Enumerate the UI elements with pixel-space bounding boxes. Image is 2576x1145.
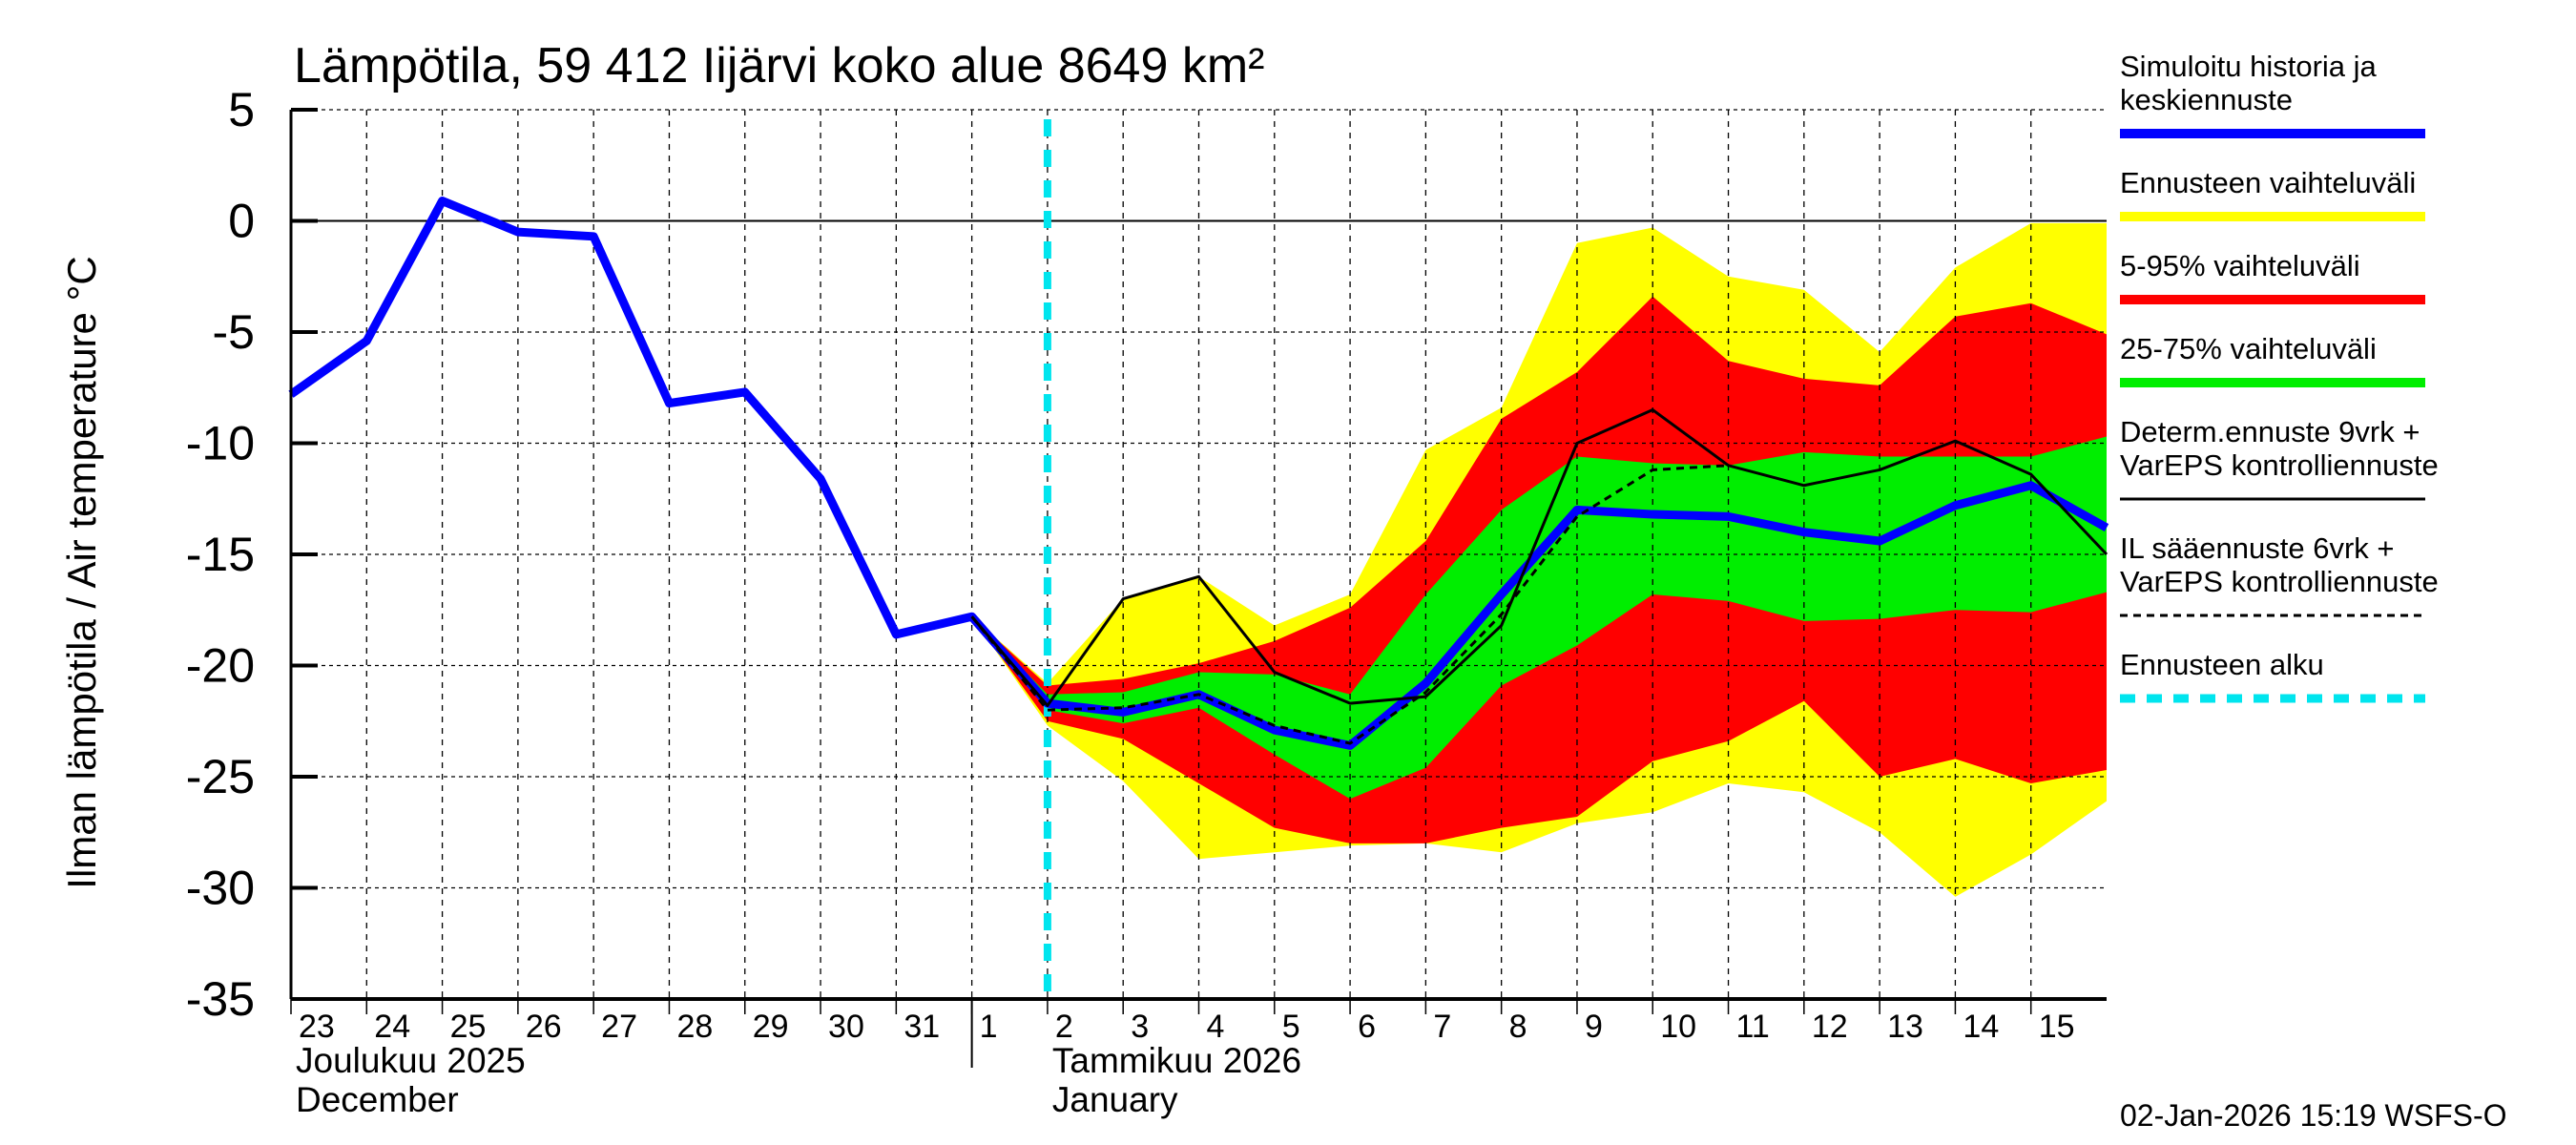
legend-label: Simuloitu historia ja bbox=[2120, 50, 2378, 83]
chart-title: Lämpötila, 59 412 Iijärvi koko alue 8649… bbox=[294, 38, 1264, 94]
legend-label: keskiennuste bbox=[2120, 83, 2293, 116]
x-tick-label: 28 bbox=[676, 1009, 713, 1045]
footer-timestamp: 02-Jan-2026 15:19 WSFS-O bbox=[2120, 1098, 2507, 1133]
y-axis-label: Ilman lämpötila / Air temperature °C bbox=[59, 256, 104, 888]
x-tick-label: 14 bbox=[1963, 1009, 1999, 1045]
x-tick-label: 15 bbox=[2039, 1009, 2075, 1045]
y-tick-label: -25 bbox=[186, 750, 255, 803]
x-tick-label: 8 bbox=[1509, 1009, 1527, 1045]
y-tick-label: 5 bbox=[228, 83, 255, 136]
legend-label: VarEPS kontrolliennuste bbox=[2120, 448, 2439, 482]
y-tick-label: -30 bbox=[186, 862, 255, 915]
x-tick-label: 24 bbox=[374, 1009, 410, 1045]
legend-label: Ennusteen vaihteluväli bbox=[2120, 166, 2416, 199]
x-tick-label: 25 bbox=[450, 1009, 487, 1045]
x-tick-label: 3 bbox=[1131, 1009, 1149, 1045]
x-tick-label: 12 bbox=[1812, 1009, 1848, 1045]
x-tick-label: 7 bbox=[1433, 1009, 1451, 1045]
series-lines bbox=[288, 119, 2109, 999]
legend-label: 5-95% vaihteluväli bbox=[2120, 249, 2360, 282]
x-tick-label: 29 bbox=[753, 1009, 789, 1045]
month-label-fi: Joulukuu 2025 bbox=[296, 1041, 526, 1080]
month-label-en: January bbox=[1052, 1080, 1178, 1119]
y-tick-label: -20 bbox=[186, 639, 255, 693]
y-tick-label: -15 bbox=[186, 528, 255, 581]
legend-label: IL sääennuste 6vrk + bbox=[2120, 531, 2395, 565]
x-tick-label: 1 bbox=[980, 1009, 998, 1045]
x-tick-label: 30 bbox=[828, 1009, 864, 1045]
y-tick-label: 0 bbox=[228, 195, 255, 248]
x-tick-label: 10 bbox=[1660, 1009, 1696, 1045]
legend-label: VarEPS kontrolliennuste bbox=[2120, 565, 2439, 598]
series-determ-forecast bbox=[970, 408, 2109, 707]
x-tick-label: 9 bbox=[1585, 1009, 1603, 1045]
x-tick-label: 26 bbox=[526, 1009, 562, 1045]
legend-label: Determ.ennuste 9vrk + bbox=[2120, 415, 2420, 448]
series-il-forecast bbox=[970, 464, 1729, 745]
month-label-fi: Tammikuu 2026 bbox=[1052, 1041, 1301, 1080]
legend-label: Ennusteen alku bbox=[2120, 648, 2324, 681]
x-tick-label: 13 bbox=[1887, 1009, 1923, 1045]
x-tick-label: 5 bbox=[1282, 1009, 1300, 1045]
x-tick-label: 4 bbox=[1207, 1009, 1225, 1045]
x-tick-label: 23 bbox=[299, 1009, 335, 1045]
x-tick-label: 27 bbox=[601, 1009, 637, 1045]
month-label-en: December bbox=[296, 1080, 459, 1119]
y-tick-label: -35 bbox=[186, 972, 255, 1026]
bands bbox=[971, 222, 2107, 897]
grid bbox=[291, 109, 2107, 999]
x-tick-label: 2 bbox=[1055, 1009, 1073, 1045]
x-tick-label: 6 bbox=[1358, 1009, 1376, 1045]
band-25-75-vaihteluv-li bbox=[971, 436, 2107, 800]
x-tick-label: 31 bbox=[904, 1009, 940, 1045]
legend-label: 25-75% vaihteluväli bbox=[2120, 332, 2377, 365]
x-tick-label: 11 bbox=[1736, 1009, 1770, 1045]
y-tick-label: -10 bbox=[186, 417, 255, 470]
y-tick-label: -5 bbox=[213, 305, 255, 359]
